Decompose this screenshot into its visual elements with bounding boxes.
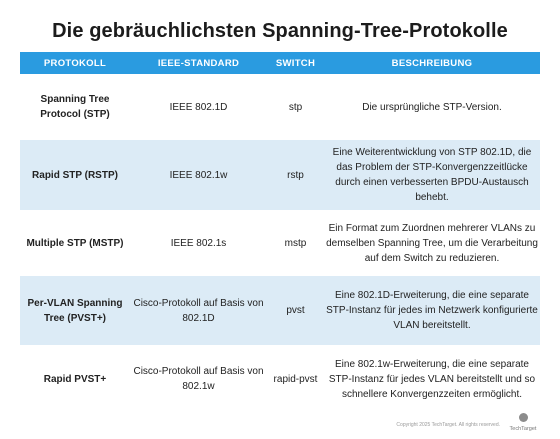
description-cell: Eine Weiterentwicklung von STP 802.1D, d… bbox=[332, 147, 532, 203]
table-row: Per-VLAN Spanning Tree (PVST+) Cisco-Pro… bbox=[20, 276, 540, 345]
techtarget-logo: TechTarget bbox=[508, 412, 538, 432]
protocol-cell: Spanning Tree Protocol (STP) bbox=[40, 94, 110, 120]
table-header-row: PROTOKOLL IEEE-STANDARD SWITCH BESCHREIB… bbox=[20, 52, 540, 74]
switch-cell: rapid-pvst bbox=[273, 373, 318, 385]
page-title: Die gebräuchlichsten Spanning-Tree-Proto… bbox=[52, 20, 508, 42]
table-row: Spanning Tree Protocol (STP) IEEE 802.1D… bbox=[20, 74, 540, 140]
description-cell: Eine 802.1w-Erweiterung, die eine separa… bbox=[328, 358, 536, 400]
description-cell: Ein Format zum Zuordnen mehrerer VLANs z… bbox=[326, 222, 538, 264]
column-header-description: BESCHREIBUNG bbox=[391, 57, 473, 69]
column-header-protocol: PROTOKOLL bbox=[43, 57, 107, 69]
standard-cell: IEEE 802.1s bbox=[170, 237, 227, 249]
techtarget-logo-icon bbox=[519, 413, 528, 422]
switch-cell: stp bbox=[288, 101, 303, 113]
switch-cell: rstp bbox=[287, 169, 304, 181]
protocol-cell: Multiple STP (MSTP) bbox=[26, 237, 124, 249]
table-row: Rapid STP (RSTP) IEEE 802.1w rstp Eine W… bbox=[20, 140, 540, 210]
copyright-notice: Copyright 2025 TechTarget. All rights re… bbox=[396, 422, 500, 428]
description-cell: Die ursprüngliche STP-Version. bbox=[362, 101, 502, 113]
protocol-cell: Rapid PVST+ bbox=[43, 373, 107, 385]
switch-cell: pvst bbox=[286, 305, 305, 316]
protocol-table: PROTOKOLL IEEE-STANDARD SWITCH BESCHREIB… bbox=[20, 52, 540, 413]
column-header-ieee-standard: IEEE-STANDARD bbox=[157, 57, 240, 69]
logo-text: TechTarget bbox=[509, 426, 537, 432]
standard-cell: Cisco-Protokoll auf Basis von 802.1w bbox=[133, 366, 264, 392]
column-header-switch: SWITCH bbox=[275, 57, 316, 69]
standard-cell: IEEE 802.1w bbox=[169, 169, 228, 181]
switch-cell: mstp bbox=[284, 237, 307, 249]
description-cell: Eine 802.1D-Erweiterung, die eine separa… bbox=[326, 290, 538, 331]
table-row: Rapid PVST+ Cisco-Protokoll auf Basis vo… bbox=[20, 345, 540, 413]
standard-cell: Cisco-Protokoll auf Basis von 802.1D bbox=[133, 297, 264, 324]
protocol-cell: Per-VLAN Spanning Tree (PVST+) bbox=[27, 297, 123, 324]
table-row: Multiple STP (MSTP) IEEE 802.1s mstp Ein… bbox=[20, 210, 540, 276]
protocol-cell: Rapid STP (RSTP) bbox=[32, 169, 118, 181]
standard-cell: IEEE 802.1D bbox=[169, 101, 228, 113]
